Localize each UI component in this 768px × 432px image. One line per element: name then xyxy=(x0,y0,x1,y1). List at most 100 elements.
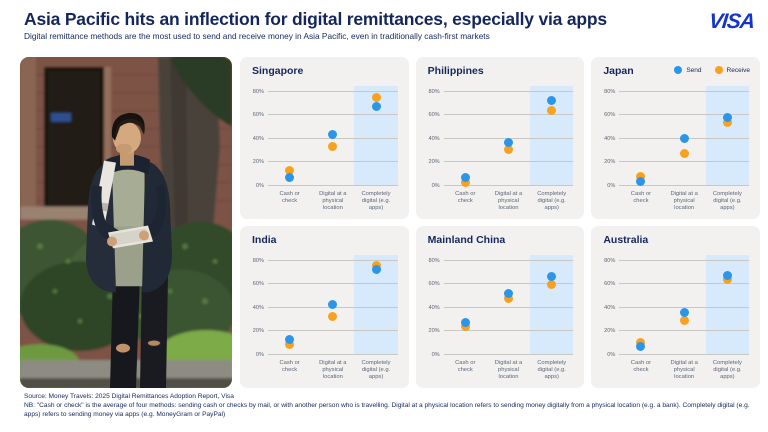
x-axis-labels: Cash or check Digital at a physical location… xyxy=(619,360,749,382)
gridline-20 xyxy=(268,330,398,332)
page-title: Asia Pacific hits an inflection for digi… xyxy=(24,9,607,29)
x-label-category-0: Cash or check xyxy=(455,191,476,205)
y-tick-label: 80% xyxy=(252,88,264,95)
gridline-80 xyxy=(443,90,574,92)
gridline-0 xyxy=(268,185,398,186)
chart-country-title: Singapore xyxy=(252,65,304,77)
gridline-60 xyxy=(619,114,749,116)
y-tick-label: 20% xyxy=(604,159,616,166)
gridline-60 xyxy=(268,114,398,116)
dot-receive xyxy=(679,316,689,326)
y-tick-label: 60% xyxy=(252,281,264,288)
y-tick-label: 40% xyxy=(428,304,440,311)
legend-item-receive: Receive xyxy=(714,66,750,74)
chart-country-title: Mainland China xyxy=(427,234,506,246)
x-label-category-2: Completely digital (e.g. apps) xyxy=(361,191,391,212)
dot-receive xyxy=(722,275,732,285)
x-label-category-0: Cash or check xyxy=(630,360,652,374)
visa-logo: VISA xyxy=(707,10,756,33)
dot-send xyxy=(371,264,381,274)
legend-item-send: Send xyxy=(674,66,702,74)
photo-man-with-tablet xyxy=(20,57,232,388)
y-tick-label: 0% xyxy=(431,352,440,358)
y-tick-label: 60% xyxy=(428,112,440,119)
gridline-40 xyxy=(443,306,574,308)
dot-send xyxy=(285,173,295,183)
y-tick-label: 40% xyxy=(252,135,264,142)
dot-send xyxy=(503,289,513,299)
chart-plot: 0% 20% 40% 60% 80% xyxy=(253,86,398,189)
y-tick-label: 60% xyxy=(604,281,616,288)
x-label-category-0: Cash or check xyxy=(455,360,476,374)
y-tick-label: 0% xyxy=(431,183,440,189)
y-tick-label: 60% xyxy=(252,112,264,119)
y-tick-label: 40% xyxy=(428,135,440,142)
x-label-category-1: Digital at a physical location xyxy=(670,191,698,212)
gridline-80 xyxy=(268,90,398,92)
chart-card-japan: Japan Send Receive 0% 20% 40% 60% 80% Cash or che… xyxy=(591,57,760,219)
footer-source: Source: Money Travels: 2025 Digital Remi… xyxy=(24,393,234,400)
dot-send xyxy=(285,335,295,345)
dot-receive xyxy=(328,311,338,321)
highlight-band xyxy=(530,255,574,355)
dot-send xyxy=(460,173,470,183)
footer: Source: Money Travels: 2025 Digital Remi… xyxy=(24,393,756,420)
y-tick-label: 20% xyxy=(252,159,264,166)
y-tick-label: 40% xyxy=(252,304,264,311)
dot-receive xyxy=(460,322,470,332)
gridline-80 xyxy=(268,259,398,261)
dot-receive xyxy=(285,166,295,176)
dot-receive xyxy=(285,339,295,349)
dot-send xyxy=(328,129,338,139)
dot-send xyxy=(722,270,732,280)
dot-receive xyxy=(679,148,689,158)
x-axis-labels: Cash or check Digital at a physical location… xyxy=(619,191,749,213)
x-label-category-2: Completely digital (e.g. apps) xyxy=(537,360,567,381)
dot-send xyxy=(371,101,381,111)
y-tick-label: 80% xyxy=(428,88,440,95)
dot-receive xyxy=(503,145,513,155)
dot-receive xyxy=(328,141,338,151)
gridline-0 xyxy=(443,185,574,186)
x-axis-labels: Cash or check Digital at a physical location… xyxy=(444,191,574,213)
y-tick-label: 20% xyxy=(428,328,440,335)
dot-receive xyxy=(547,106,557,116)
chart-grid: Singapore 0% 20% 40% 60% 80% Cash or check Digit… xyxy=(240,57,760,388)
x-axis-labels: Cash or check Digital at a physical location… xyxy=(268,191,398,213)
chart-plot: 0% 20% 40% 60% 80% xyxy=(253,255,398,358)
x-label-category-1: Digital at a physical location xyxy=(494,360,523,381)
chart-card-singapore: Singapore 0% 20% 40% 60% 80% Cash or check Digit… xyxy=(240,57,409,219)
x-label-category-1: Digital at a physical location xyxy=(319,191,347,212)
y-tick-label: 40% xyxy=(604,135,616,142)
x-axis-labels: Cash or check Digital at a physical location… xyxy=(268,360,398,382)
legend-label-send: Send xyxy=(686,66,702,74)
dot-receive xyxy=(460,177,470,187)
y-tick-label: 80% xyxy=(604,88,616,95)
y-tick-label: 20% xyxy=(252,328,264,335)
y-tick-label: 80% xyxy=(252,257,264,264)
x-label-category-1: Digital at a physical location xyxy=(494,191,523,212)
gridline-80 xyxy=(619,259,749,261)
chart-card-india: India 0% 20% 40% 60% 80% Cash or check Digital a… xyxy=(240,226,409,388)
highlight-band xyxy=(705,86,749,186)
gridline-0 xyxy=(619,185,749,186)
dot-send xyxy=(679,134,689,144)
gridline-20 xyxy=(268,161,398,163)
chart-plot: 0% 20% 40% 60% 80% xyxy=(428,255,574,358)
footer-note: NB: "Cash or check" is the average of fo… xyxy=(24,401,750,418)
photo-illustration xyxy=(20,57,232,388)
dot-send xyxy=(503,137,513,147)
chart-card-mainland-china: Mainland China 0% 20% 40% 60% 80% Cash or check… xyxy=(415,226,585,388)
x-label-category-0: Cash or check xyxy=(279,360,300,374)
gridline-0 xyxy=(268,354,398,355)
y-tick-label: 0% xyxy=(607,183,616,189)
gridline-20 xyxy=(443,161,574,163)
legend-dot-send xyxy=(674,66,683,74)
x-label-category-2: Completely digital (e.g. apps) xyxy=(537,191,567,212)
gridline-60 xyxy=(443,283,574,285)
chart-card-australia: Australia 0% 20% 40% 60% 80% Cash or check Digit… xyxy=(591,226,760,388)
chart-country-title: Australia xyxy=(603,234,649,246)
dot-receive xyxy=(722,117,732,127)
dot-send xyxy=(636,342,646,352)
